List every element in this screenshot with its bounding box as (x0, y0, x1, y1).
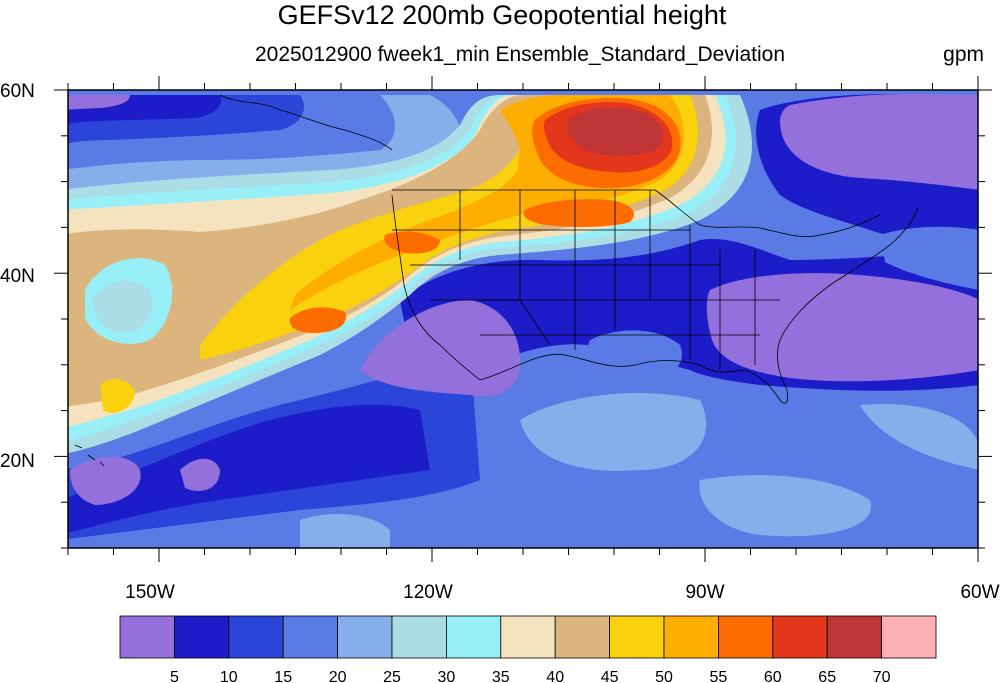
contour-fill-55-60 (523, 199, 634, 227)
us-west-coastline (391, 194, 481, 381)
contour-fill-55-60 (384, 231, 440, 254)
colorbar-label: 70 (873, 669, 891, 683)
hawaii-coastline (74, 444, 105, 467)
colorbar-label: 10 (220, 669, 238, 683)
colorbar-swatch (337, 615, 393, 659)
contour-fill-65-70 (567, 107, 663, 156)
colorbar-label: 60 (764, 669, 782, 683)
contour-fill-20-25 (699, 475, 872, 537)
contour-fill-0-5 (360, 300, 520, 397)
contour-fill-15-20 (586, 330, 682, 385)
colorbar-swatch (718, 615, 774, 659)
contour-fill-45-50 (100, 379, 135, 413)
contour-fill-0-5 (780, 93, 978, 190)
contour-fill-15-20 (880, 226, 978, 290)
colorbar-swatch (119, 615, 175, 659)
colorbar-swatch (772, 615, 828, 659)
contour-fill-20-25 (520, 392, 707, 471)
contour-fill-0-5 (180, 458, 220, 491)
colorbar-label: 15 (274, 669, 292, 683)
lat-label-60n: 60N (0, 81, 35, 102)
colorbar: 5 10 15 20 25 30 35 40 45 50 55 60 65 70 (119, 615, 937, 683)
colorbar-label: 55 (710, 669, 728, 683)
colorbar-label: 30 (438, 669, 456, 683)
latitude-labels: 60N 40N 20N (0, 81, 35, 472)
us-south-east-coastline (479, 207, 919, 404)
lon-label-60w: 60W (960, 582, 999, 603)
colorbar-label: 25 (383, 669, 401, 683)
map-title: GEFSv12 200mb Geopotential height (277, 0, 727, 30)
contour-fill-20-25 (860, 404, 978, 470)
contour-fill-25-30 (92, 280, 153, 333)
contour-fill-55-60 (289, 307, 346, 333)
lon-label-120w: 120W (403, 582, 453, 603)
state-borders-vertical (459, 190, 756, 370)
colorbar-swatch (282, 615, 339, 659)
lat-label-20n: 20N (0, 451, 35, 472)
colorbar-swatch (500, 615, 556, 659)
great-lakes-border (654, 189, 881, 237)
colorbar-label: 65 (818, 669, 836, 683)
coastline-overlay (74, 94, 919, 467)
colorbar-label: 35 (492, 669, 510, 683)
contour-fill-0-5 (68, 95, 130, 110)
contour-fill-0-5 (70, 456, 141, 505)
lon-label-150w: 150W (125, 582, 175, 603)
contour-fill-5-10 (68, 404, 430, 533)
lat-label-40n: 40N (0, 266, 35, 287)
colorbar-swatch (826, 615, 883, 659)
colorbar-swatch (391, 615, 447, 659)
map-subtitle: 2025012900 fweek1_min Ensemble_Standard_… (254, 43, 786, 66)
colorbar-label: 50 (655, 669, 673, 683)
colorbar-label: 45 (601, 669, 619, 683)
colorbar-swatch (554, 615, 611, 659)
colorbar-swatch (173, 615, 230, 659)
units-label: gpm (943, 43, 984, 66)
colorbar-swatch (228, 615, 284, 659)
lon-label-90w: 90W (685, 582, 724, 603)
filled-contours (68, 90, 978, 548)
colorbar-label: 20 (329, 669, 347, 683)
colorbar-swatch (609, 615, 665, 659)
colorbar-swatch (881, 615, 937, 659)
state-borders-horizontal (392, 229, 780, 336)
colorbar-label: 40 (546, 669, 564, 683)
contour-fill-0-5 (706, 273, 978, 382)
alaska-bc-coastline (219, 94, 393, 151)
colorbar-swatch (445, 615, 502, 659)
colorbar-swatch (663, 615, 719, 659)
contour-fill-20-25 (300, 514, 390, 548)
axis-ticks (54, 76, 992, 562)
colorbar-label: 5 (170, 669, 179, 683)
longitude-labels: 150W 120W 90W 60W (125, 582, 999, 603)
